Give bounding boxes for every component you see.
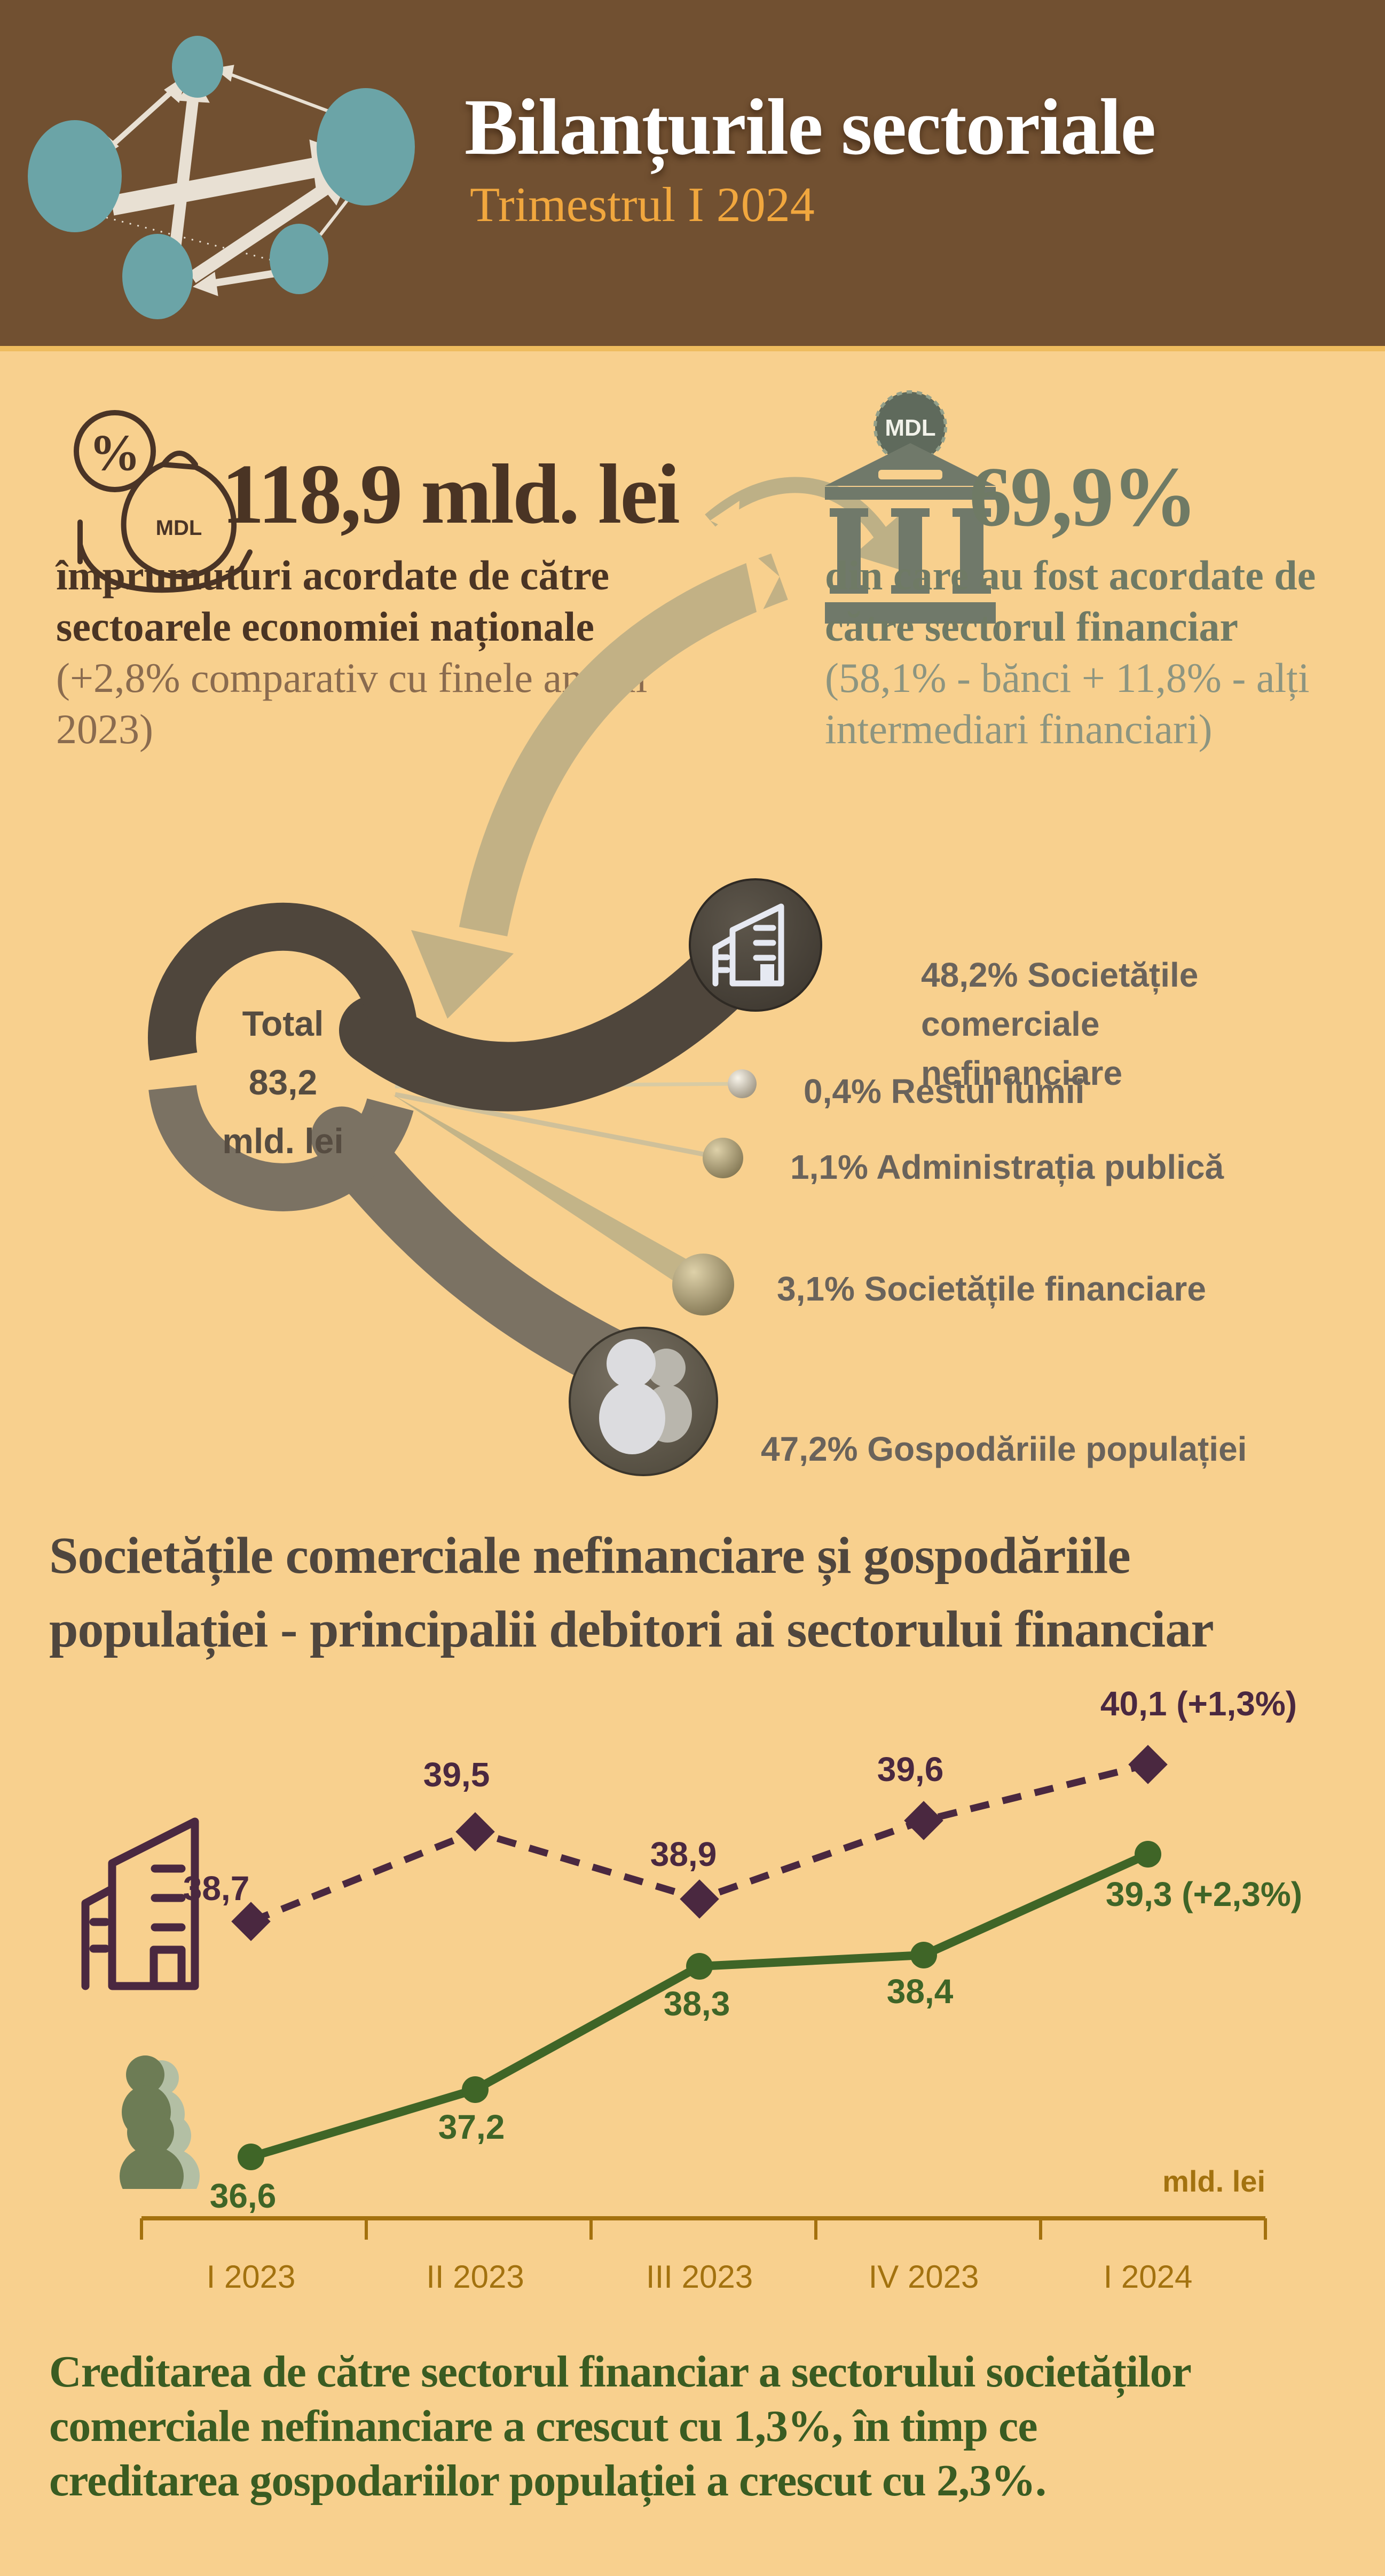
breakdown-label: Restul lumii (891, 1072, 1085, 1110)
breakdown-item-nonfinancial: 48,2% Societățile comerciale nefinanciar… (921, 901, 1385, 1098)
big-curved-arrow-icon (411, 545, 788, 1019)
nonfinancial-circle-icon (689, 878, 822, 1012)
breakdown-pct: 1,1% (790, 1148, 868, 1186)
x-axis-label: III 2023 (646, 2259, 753, 2295)
coin-label: MDL (885, 415, 935, 441)
value-label: 39,5 (423, 1755, 490, 1794)
header-divider (0, 346, 1385, 351)
breakdown-pct: 3,1% (777, 1270, 855, 1308)
marker-diamond (455, 1812, 495, 1852)
x-axis-label: IV 2023 (869, 2259, 979, 2295)
bank-icon: MDL (825, 390, 996, 624)
marker-diamond (904, 1801, 943, 1840)
marker-diamond (1128, 1745, 1168, 1784)
breakdown-label: Societățile financiare (864, 1270, 1206, 1308)
page-subtitle: Trimestrul I 2024 (470, 177, 815, 232)
breakdown-item-households: 47,2% Gospodăriile populației (761, 1424, 1247, 1474)
breakdown-item-financial: 3,1% Societățile financiare (777, 1264, 1206, 1313)
households-circle-icon (569, 1327, 718, 1476)
total-loans-value: 118,9 mld. lei (222, 446, 680, 541)
financial-share-value: 69,9% (969, 449, 1198, 544)
page-title: Bilanțurile sectoriale (465, 83, 1156, 171)
chart-people-icon (120, 2055, 200, 2189)
value-label: 38,3 (664, 1984, 730, 2023)
donut-center-label: Total 83,2 mld. lei (222, 1004, 344, 1161)
value-label: 39,6 (877, 1750, 944, 1789)
total-loans-desc: împrumuturi acordate de către sectoarele… (56, 552, 610, 650)
marker-diamond (231, 1902, 271, 1941)
sphere-rest-of-world (728, 1069, 757, 1098)
breakdown-pct: 47,2% (761, 1430, 858, 1468)
breakdown-label: Gospodăriile populației (867, 1430, 1247, 1468)
marker-circle (238, 2144, 264, 2170)
section-title: Societățile comerciale nefinanciare și g… (49, 1527, 1214, 1658)
percent-icon: % (89, 424, 140, 481)
marker-circle (1135, 1841, 1161, 1868)
value-label: 37,2 (438, 2108, 505, 2146)
footer-summary: Creditarea de către sectorul financiar a… (49, 2347, 1192, 2506)
breakdown-item-rest-of-world: 0,4% Restul lumii (804, 1067, 1084, 1116)
breakdown-label: Societățile comerciale nefinanciare (921, 956, 1199, 1092)
axis-unit-label: mld. lei (1162, 2164, 1265, 2198)
sphere-public-admin (703, 1138, 743, 1178)
bag-currency-label: MDL (156, 516, 202, 540)
value-label: 40,1 (+1,3%) (1100, 1684, 1297, 1723)
value-label: 38,9 (650, 1835, 717, 1873)
sphere-financial-corp (672, 1254, 734, 1315)
network-diagram-icon (28, 36, 415, 319)
value-label: 36,6 (210, 2177, 277, 2215)
financial-share-desc: din care au fost acordate de către secto… (825, 552, 1316, 650)
financial-share-note: (58,1% - bănci + 11,8% - alți intermedia… (825, 655, 1310, 752)
breakdown-item-public-admin: 1,1% Administrația publică (790, 1143, 1224, 1192)
x-axis-label: I 2023 (207, 2259, 296, 2295)
x-axis-label: II 2023 (426, 2259, 524, 2295)
chart-buildings-icon (81, 1817, 199, 1990)
marker-circle (462, 2076, 489, 2103)
loan-hand-icon: MDL % (74, 410, 253, 593)
marker-circle (910, 1942, 937, 1968)
donut-diagram (148, 545, 822, 1476)
breakdown-pct: 0,4% (804, 1072, 882, 1110)
breakdown-pct: 48,2% (921, 956, 1018, 994)
value-label: 38,4 (887, 1972, 954, 2011)
loans-line-chart: I 2023 II 2023 III 2023 IV 2023 I 2024 mld. l… (140, 1684, 1302, 2295)
x-axis-label: I 2024 (1104, 2259, 1193, 2295)
marker-circle (686, 1953, 713, 1980)
marker-diamond (680, 1879, 719, 1919)
value-label: 39,3 (+2,3%) (1106, 1875, 1302, 1913)
header: Bilanțurile sectoriale Trimestrul I 2024 (0, 0, 1385, 346)
breakdown-label: Administrația publică (876, 1148, 1224, 1186)
